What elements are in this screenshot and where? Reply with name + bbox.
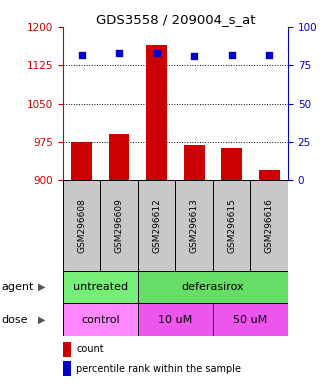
- Bar: [138, 303, 213, 336]
- Bar: [71, 142, 92, 180]
- Bar: [146, 45, 167, 180]
- Bar: [175, 180, 213, 271]
- Text: 50 uM: 50 uM: [233, 314, 267, 325]
- Text: untreated: untreated: [73, 282, 128, 292]
- Point: [79, 51, 84, 58]
- Title: GDS3558 / 209004_s_at: GDS3558 / 209004_s_at: [96, 13, 255, 26]
- Bar: [63, 271, 138, 303]
- Bar: [251, 180, 288, 271]
- Point: [192, 53, 197, 59]
- Bar: [63, 303, 138, 336]
- Text: GSM296609: GSM296609: [115, 198, 124, 253]
- Text: GSM296612: GSM296612: [152, 198, 161, 253]
- Bar: [259, 170, 279, 180]
- Bar: [109, 134, 129, 180]
- Text: control: control: [81, 314, 120, 325]
- Text: deferasirox: deferasirox: [182, 282, 244, 292]
- Point: [117, 50, 122, 56]
- Text: count: count: [76, 344, 104, 354]
- Bar: [63, 180, 100, 271]
- Point: [229, 51, 234, 58]
- Bar: [213, 303, 288, 336]
- Bar: [138, 271, 288, 303]
- Text: GSM296615: GSM296615: [227, 198, 236, 253]
- Text: GSM296613: GSM296613: [190, 198, 199, 253]
- Text: 10 uM: 10 uM: [158, 314, 193, 325]
- Text: percentile rank within the sample: percentile rank within the sample: [76, 364, 241, 374]
- Bar: [221, 148, 242, 180]
- Text: agent: agent: [2, 282, 34, 292]
- Point: [154, 50, 159, 56]
- Text: ▶: ▶: [38, 314, 46, 325]
- Point: [266, 51, 272, 58]
- Text: GSM296616: GSM296616: [265, 198, 274, 253]
- Bar: [100, 180, 138, 271]
- Text: dose: dose: [2, 314, 28, 325]
- Text: ▶: ▶: [38, 282, 46, 292]
- Bar: [213, 180, 251, 271]
- Bar: [138, 180, 175, 271]
- Bar: [184, 145, 205, 180]
- Text: GSM296608: GSM296608: [77, 198, 86, 253]
